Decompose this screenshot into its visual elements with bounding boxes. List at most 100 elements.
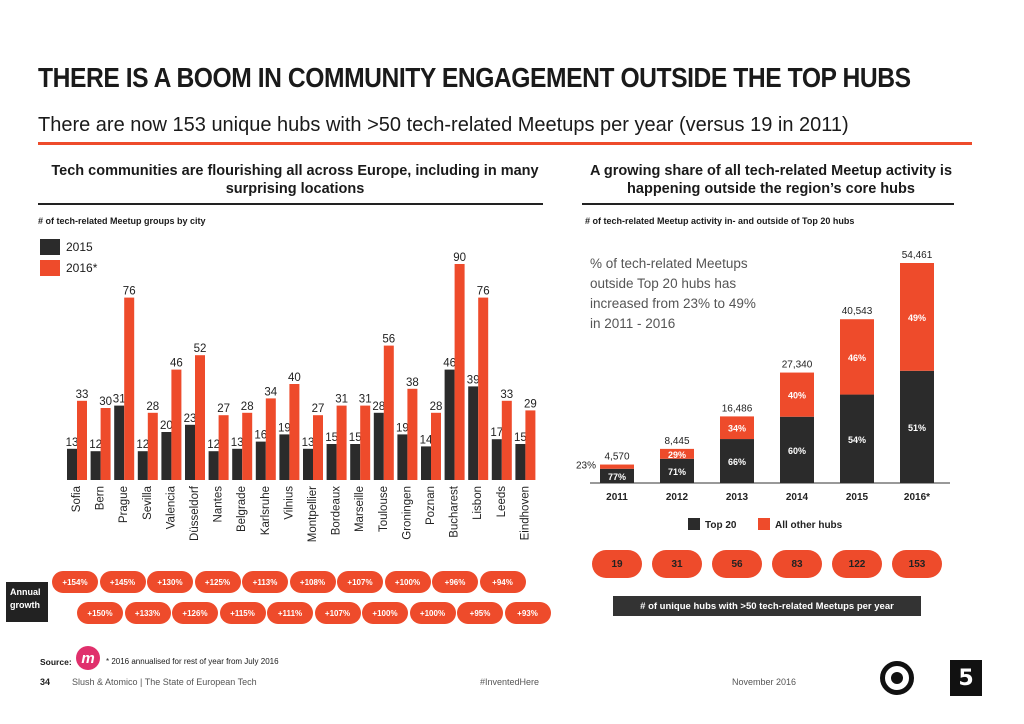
value-label-2016-karlsruhe: 34 xyxy=(264,386,277,398)
growth-pill-bottom-3: +126% xyxy=(172,602,218,624)
value-label-2016-prague: 76 xyxy=(123,286,136,298)
left-heading-divider xyxy=(38,203,543,205)
value-label-2015-montpellier: 13 xyxy=(302,437,315,449)
bar-2015-lisbon xyxy=(468,386,479,480)
value-label-2016-sevilla: 28 xyxy=(146,401,159,413)
value-label-2016-marseille: 31 xyxy=(359,394,372,406)
slush-logo-dot xyxy=(891,672,903,684)
pct-label-other-2011: 23% xyxy=(576,461,596,472)
value-label-2016-belgrade: 28 xyxy=(241,401,254,413)
bar-2016-bordeaux xyxy=(336,405,347,480)
unique-hubs-caption: # of unique hubs with >50 tech-related M… xyxy=(613,596,921,616)
value-label-2015-karlsruhe: 16 xyxy=(254,430,267,442)
pct-label-top20-2013: 66% xyxy=(728,457,746,467)
value-label-2015-prague: 31 xyxy=(113,394,126,406)
value-label-2015-marseille: 15 xyxy=(349,432,362,444)
city-label-valencia: Valencia xyxy=(165,485,177,529)
growth-pill-top-6: +108% xyxy=(289,571,336,593)
legend-item-2016: 2016* xyxy=(40,260,97,276)
value-label-2015-leeds: 17 xyxy=(490,427,503,439)
right-heading-divider xyxy=(582,203,954,205)
growth-pill-top-7: +107% xyxy=(337,571,383,593)
legend-swatch-top20 xyxy=(688,518,700,530)
value-label-2016-toulouse: 56 xyxy=(382,334,395,346)
growth-pill-bottom-9: +95% xyxy=(457,602,503,624)
growth-pill-bottom-10: +93% xyxy=(504,602,551,624)
bar-top20-2014 xyxy=(780,416,814,483)
value-label-2016-montpellier: 27 xyxy=(312,403,325,415)
value-label-2015-sevilla: 12 xyxy=(136,439,149,451)
slush-logo xyxy=(880,661,914,695)
bar-2015-karlsruhe xyxy=(255,441,266,480)
growth-pill-bottom-7: +100% xyxy=(362,602,408,624)
growth-pill-top-5: +113% xyxy=(242,571,288,593)
legend-label-top20: Top 20 xyxy=(705,520,737,531)
year-label-2013: 2013 xyxy=(726,492,749,503)
value-label-2015-vilnius: 19 xyxy=(278,422,291,434)
bar-2015-toulouse xyxy=(373,412,384,480)
city-label-d-sseldorf: Düsseldorf xyxy=(189,485,201,541)
growth-pill-top-9: +96% xyxy=(432,571,478,593)
city-label-marseille: Marseille xyxy=(354,486,366,532)
city-label-bordeaux: Bordeaux xyxy=(331,486,343,535)
bar-2016-karlsruhe xyxy=(265,398,276,480)
growth-pill-bottom-5: +111% xyxy=(267,602,313,624)
bar-2016-groningen xyxy=(407,388,418,480)
bar-2015-valencia xyxy=(161,432,172,480)
total-label-2011: 4,570 xyxy=(604,452,629,463)
bar-2015-nantes xyxy=(208,451,219,480)
left-section-heading: Tech communities are flourishing all acr… xyxy=(51,163,539,197)
bar-2016-d-sseldorf xyxy=(195,355,205,480)
source-footnote: * 2016 annualised for rest of year from … xyxy=(106,657,279,666)
value-label-2016-vilnius: 40 xyxy=(288,372,301,384)
bar-other-hubs-2013 xyxy=(720,416,754,440)
bar-other-hubs-2016 xyxy=(900,263,934,371)
bar-2015-leeds xyxy=(491,439,502,480)
hub-count-pill-1: 19 xyxy=(592,550,642,578)
growth-pill-bottom-6: +107% xyxy=(314,602,361,624)
value-label-2016-groningen: 38 xyxy=(406,377,419,389)
bar-2015-marseille xyxy=(350,444,361,480)
value-label-2016-bern: 30 xyxy=(99,396,112,408)
pct-label-other-2012: 29% xyxy=(668,450,686,460)
bar-2015-sevilla xyxy=(137,451,148,480)
city-label-eindhoven: Eindhoven xyxy=(519,486,531,540)
bar-2016-belgrade xyxy=(242,412,253,480)
value-label-2015-bordeaux: 15 xyxy=(325,432,338,444)
year-label-2016: 2016* xyxy=(904,492,930,503)
city-label-nantes: Nantes xyxy=(213,486,225,523)
city-label-leeds: Leeds xyxy=(496,486,508,518)
value-label-2016-leeds: 33 xyxy=(500,389,513,401)
value-label-2016-bucharest: 90 xyxy=(453,252,466,264)
bar-top20-2012 xyxy=(660,458,694,483)
bar-2015-eindhoven xyxy=(515,444,526,480)
city-label-poznan: Poznan xyxy=(425,486,437,525)
total-label-2016: 54,461 xyxy=(902,250,933,261)
bar-2015-poznan xyxy=(421,446,431,480)
bar-2016-prague xyxy=(124,297,135,480)
bar-2016-poznan xyxy=(431,412,441,480)
legend-swatch-other-hubs xyxy=(758,518,770,530)
pct-label-top20-2014: 60% xyxy=(788,446,806,456)
legend-item-2015: 2015 xyxy=(40,239,93,255)
pct-label-top20-2016: 51% xyxy=(908,423,926,433)
city-label-sevilla: Sevilla xyxy=(142,485,154,519)
bar-2016-lisbon xyxy=(478,297,489,480)
value-label-2016-d-sseldorf: 52 xyxy=(194,343,207,355)
value-label-2015-poznan: 14 xyxy=(420,434,433,446)
title-divider xyxy=(38,142,972,145)
value-label-2015-lisbon: 39 xyxy=(467,374,480,386)
value-label-2016-sofia: 33 xyxy=(76,389,89,401)
bar-2016-leeds xyxy=(501,400,512,480)
value-label-2015-bern: 12 xyxy=(89,439,102,451)
total-label-2015: 40,543 xyxy=(842,306,873,317)
city-label-bucharest: Bucharest xyxy=(449,485,461,538)
value-label-2016-nantes: 27 xyxy=(217,403,230,415)
bar-other-hubs-2012 xyxy=(660,448,694,459)
source-label: Source: xyxy=(40,657,72,667)
bar-2016-montpellier xyxy=(313,415,323,480)
growth-pill-bottom-4: +115% xyxy=(219,602,266,624)
annual-growth-label: Annual growth xyxy=(6,582,48,622)
value-label-2015-sofia: 13 xyxy=(66,437,79,449)
atomico-logo: 5 xyxy=(950,660,982,696)
